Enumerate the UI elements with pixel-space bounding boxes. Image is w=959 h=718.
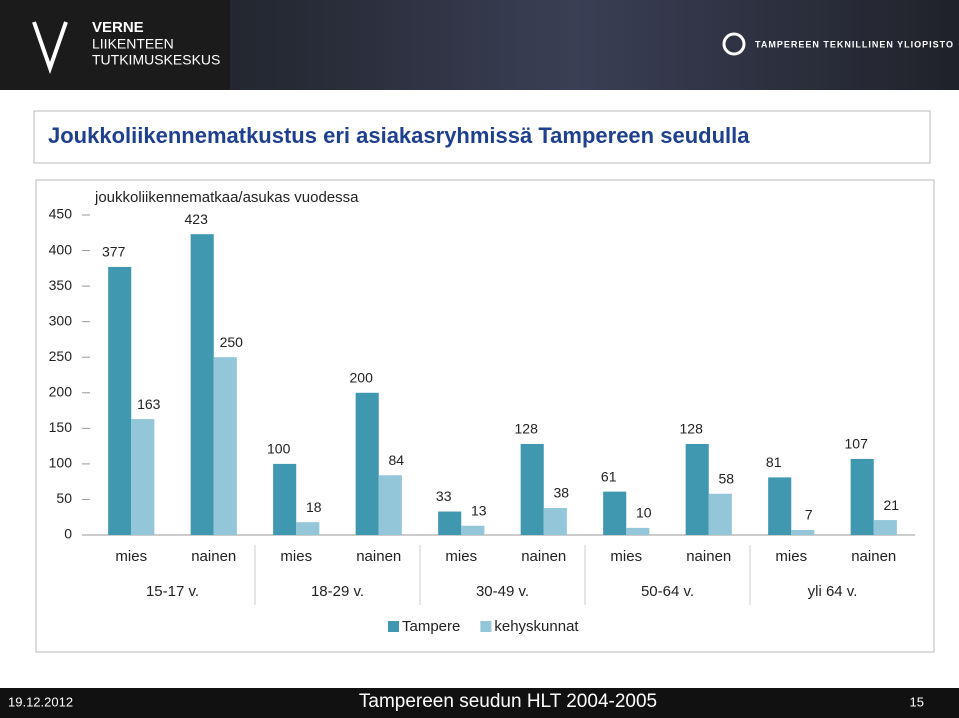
chart-box — [35, 179, 935, 653]
legend-swatch — [388, 621, 399, 632]
bar — [603, 491, 627, 535]
group-label: 18-29 v. — [311, 583, 364, 600]
data-label: 58 — [719, 470, 735, 486]
x-tick-label: mies — [115, 548, 147, 565]
bar — [708, 493, 732, 535]
group-label: 50-64 v. — [641, 583, 694, 600]
data-label: 61 — [601, 468, 617, 484]
bar — [213, 357, 237, 535]
data-label: 21 — [884, 497, 900, 513]
bar — [273, 463, 297, 535]
x-tick-label: nainen — [191, 548, 236, 565]
bar — [296, 522, 320, 535]
bar — [543, 507, 567, 535]
y-tick-label: 350 — [49, 277, 73, 293]
bar — [378, 475, 402, 535]
footer-page: 15 — [910, 694, 924, 709]
y-tick-label: 450 — [49, 206, 73, 222]
data-label: 100 — [267, 441, 291, 457]
bar — [873, 520, 897, 535]
y-tick-label: 300 — [49, 312, 73, 328]
logo-text: TUTKIMUSKESKUS — [92, 52, 220, 68]
bar — [520, 443, 544, 535]
x-tick-label: nainen — [851, 548, 896, 565]
footer-source: Tampereen seudun HLT 2004-2005 — [359, 691, 657, 712]
group-label: 15-17 v. — [146, 583, 199, 600]
x-tick-label: mies — [280, 548, 312, 565]
data-label: 13 — [471, 502, 487, 518]
title-box — [33, 110, 931, 164]
data-label: 81 — [766, 454, 782, 470]
legend-label: Tampere — [402, 618, 460, 635]
footer-band — [0, 688, 959, 718]
data-label: 423 — [185, 211, 209, 227]
data-label: 7 — [805, 507, 813, 523]
bar — [355, 392, 379, 535]
data-label: 377 — [102, 244, 126, 260]
data-label: 107 — [845, 436, 869, 452]
x-tick-label: mies — [610, 548, 642, 565]
bar — [461, 525, 485, 535]
x-tick-label: nainen — [686, 548, 731, 565]
y-tick-label: 0 — [64, 526, 72, 542]
data-label: 250 — [220, 334, 244, 350]
x-tick-label: mies — [445, 548, 477, 565]
bar — [791, 530, 815, 535]
footer-date: 19.12.2012 — [8, 694, 73, 709]
bar — [438, 511, 462, 535]
legend-swatch — [480, 621, 492, 632]
bar — [685, 443, 709, 535]
logo-area — [0, 0, 230, 90]
group-label: 30-49 v. — [476, 583, 529, 600]
group-label: yli 64 v. — [808, 583, 858, 600]
y-tick-label: 400 — [49, 241, 73, 257]
y-tick-label: 100 — [49, 455, 73, 471]
y-tick-label: 50 — [56, 490, 72, 506]
data-label: 163 — [137, 396, 161, 412]
bar — [108, 266, 132, 535]
data-label: 128 — [680, 421, 704, 437]
data-label: 200 — [350, 369, 374, 385]
bar — [768, 477, 792, 535]
logo-text: LIIKENTEEN — [92, 36, 174, 52]
logo-text: VERNE — [92, 19, 144, 36]
x-tick-label: nainen — [521, 548, 566, 565]
legend-label: kehyskunnat — [494, 618, 579, 635]
bar — [131, 419, 155, 535]
y-tick-label: 250 — [49, 348, 73, 364]
data-label: 84 — [389, 452, 405, 468]
y-tick-label: 150 — [49, 419, 73, 435]
bar — [626, 527, 650, 535]
y-tick-label: 200 — [49, 383, 73, 399]
bar — [850, 458, 874, 535]
slide-title: Joukkoliikennematkustus eri asiakasryhmi… — [48, 123, 750, 148]
x-tick-label: mies — [775, 548, 807, 565]
x-tick-label: nainen — [356, 548, 401, 565]
logo-mark — [32, 21, 68, 75]
university-name: TAMPEREEN TEKNILLINEN YLIOPISTO — [755, 39, 954, 49]
bar — [190, 234, 214, 535]
data-label: 33 — [436, 488, 452, 504]
data-label: 18 — [306, 499, 322, 515]
data-label: 10 — [636, 505, 652, 521]
university-logo — [722, 32, 746, 56]
data-label: 128 — [515, 421, 539, 437]
chart-subtitle: joukkoliikennematkaa/asukas vuodessa — [94, 189, 359, 206]
data-label: 38 — [554, 485, 570, 501]
